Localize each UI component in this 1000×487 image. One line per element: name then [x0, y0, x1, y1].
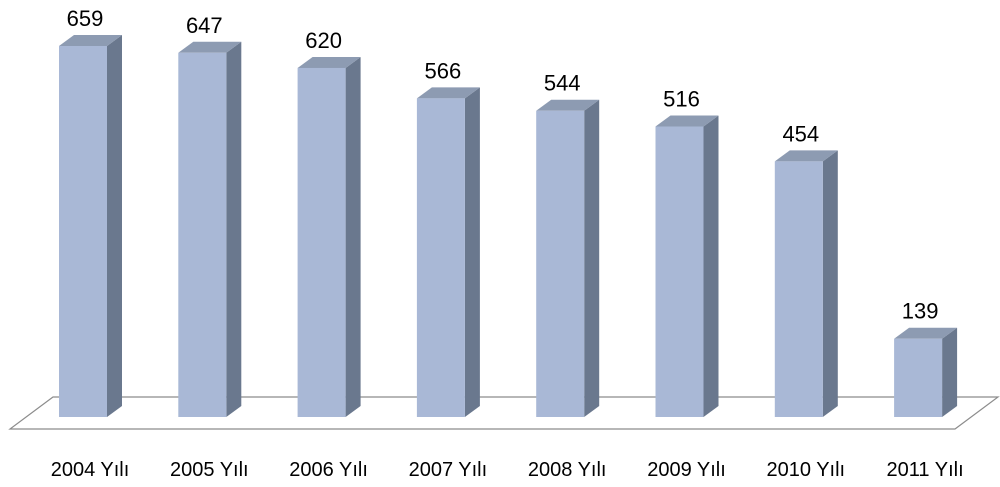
bar-side-face — [822, 150, 838, 417]
bar-side-face — [942, 327, 958, 417]
bar-side-face — [345, 56, 361, 417]
bar-side-face — [107, 35, 122, 417]
bar-front-face — [59, 46, 107, 417]
bar-side-face — [226, 41, 242, 418]
x-tick-label: 2009 Yılı — [647, 459, 726, 481]
chart-floor-layer — [8, 396, 1000, 430]
chart-floor — [8, 396, 1000, 430]
bar-top-face — [774, 150, 838, 162]
data-label: 544 — [544, 71, 581, 96]
bar-3 — [416, 87, 480, 417]
data-label: 659 — [67, 6, 104, 31]
bar-5 — [655, 115, 719, 417]
data-label: 454 — [782, 121, 819, 146]
bar-7 — [894, 327, 958, 417]
bar-top-face — [536, 99, 600, 111]
bar-front-face — [894, 338, 943, 417]
data-labels-layer: 659 647 620 566 544 516 454 139 — [67, 6, 939, 324]
x-tick-labels-layer: 2004 Yılı 2005 Yılı 2006 Yılı 2007 Yılı 2008… — [51, 459, 964, 481]
bar-front-face — [178, 52, 227, 418]
bar-front-face — [774, 161, 823, 417]
bar-0 — [59, 35, 122, 417]
bars-layer — [59, 35, 958, 418]
x-tick-label: 2005 Yılı — [170, 459, 249, 481]
bar-top-face — [178, 41, 242, 53]
bar-side-face — [703, 115, 719, 417]
bar-top-face — [416, 87, 480, 99]
bar-side-face — [464, 87, 480, 417]
bar-top-face — [59, 35, 122, 46]
bar-top-face — [655, 115, 719, 127]
bar-front-face — [536, 110, 585, 417]
bar-front-face — [416, 98, 465, 417]
x-tick-label: 2011 Yılı — [887, 459, 964, 481]
bar-front-face — [297, 67, 346, 417]
x-tick-label: 2008 Yılı — [528, 459, 607, 481]
bar-side-face — [584, 99, 600, 417]
bar-top-face — [297, 56, 361, 68]
bar-front-face — [655, 126, 704, 417]
x-tick-label: 2004 Yılı — [51, 459, 130, 481]
x-tick-label: 2007 Yılı — [409, 459, 488, 481]
bar-6 — [774, 150, 838, 417]
x-tick-label: 2010 Yılı — [767, 459, 846, 481]
bar-2 — [297, 56, 361, 417]
data-label: 566 — [425, 58, 462, 83]
bar-4 — [536, 99, 600, 417]
bar-1 — [178, 41, 242, 418]
data-label: 139 — [902, 299, 939, 324]
bar-top-face — [894, 327, 958, 339]
data-label: 620 — [305, 28, 342, 53]
data-label: 516 — [663, 87, 700, 112]
x-tick-label: 2006 Yılı — [289, 459, 368, 481]
data-label: 647 — [186, 13, 223, 38]
